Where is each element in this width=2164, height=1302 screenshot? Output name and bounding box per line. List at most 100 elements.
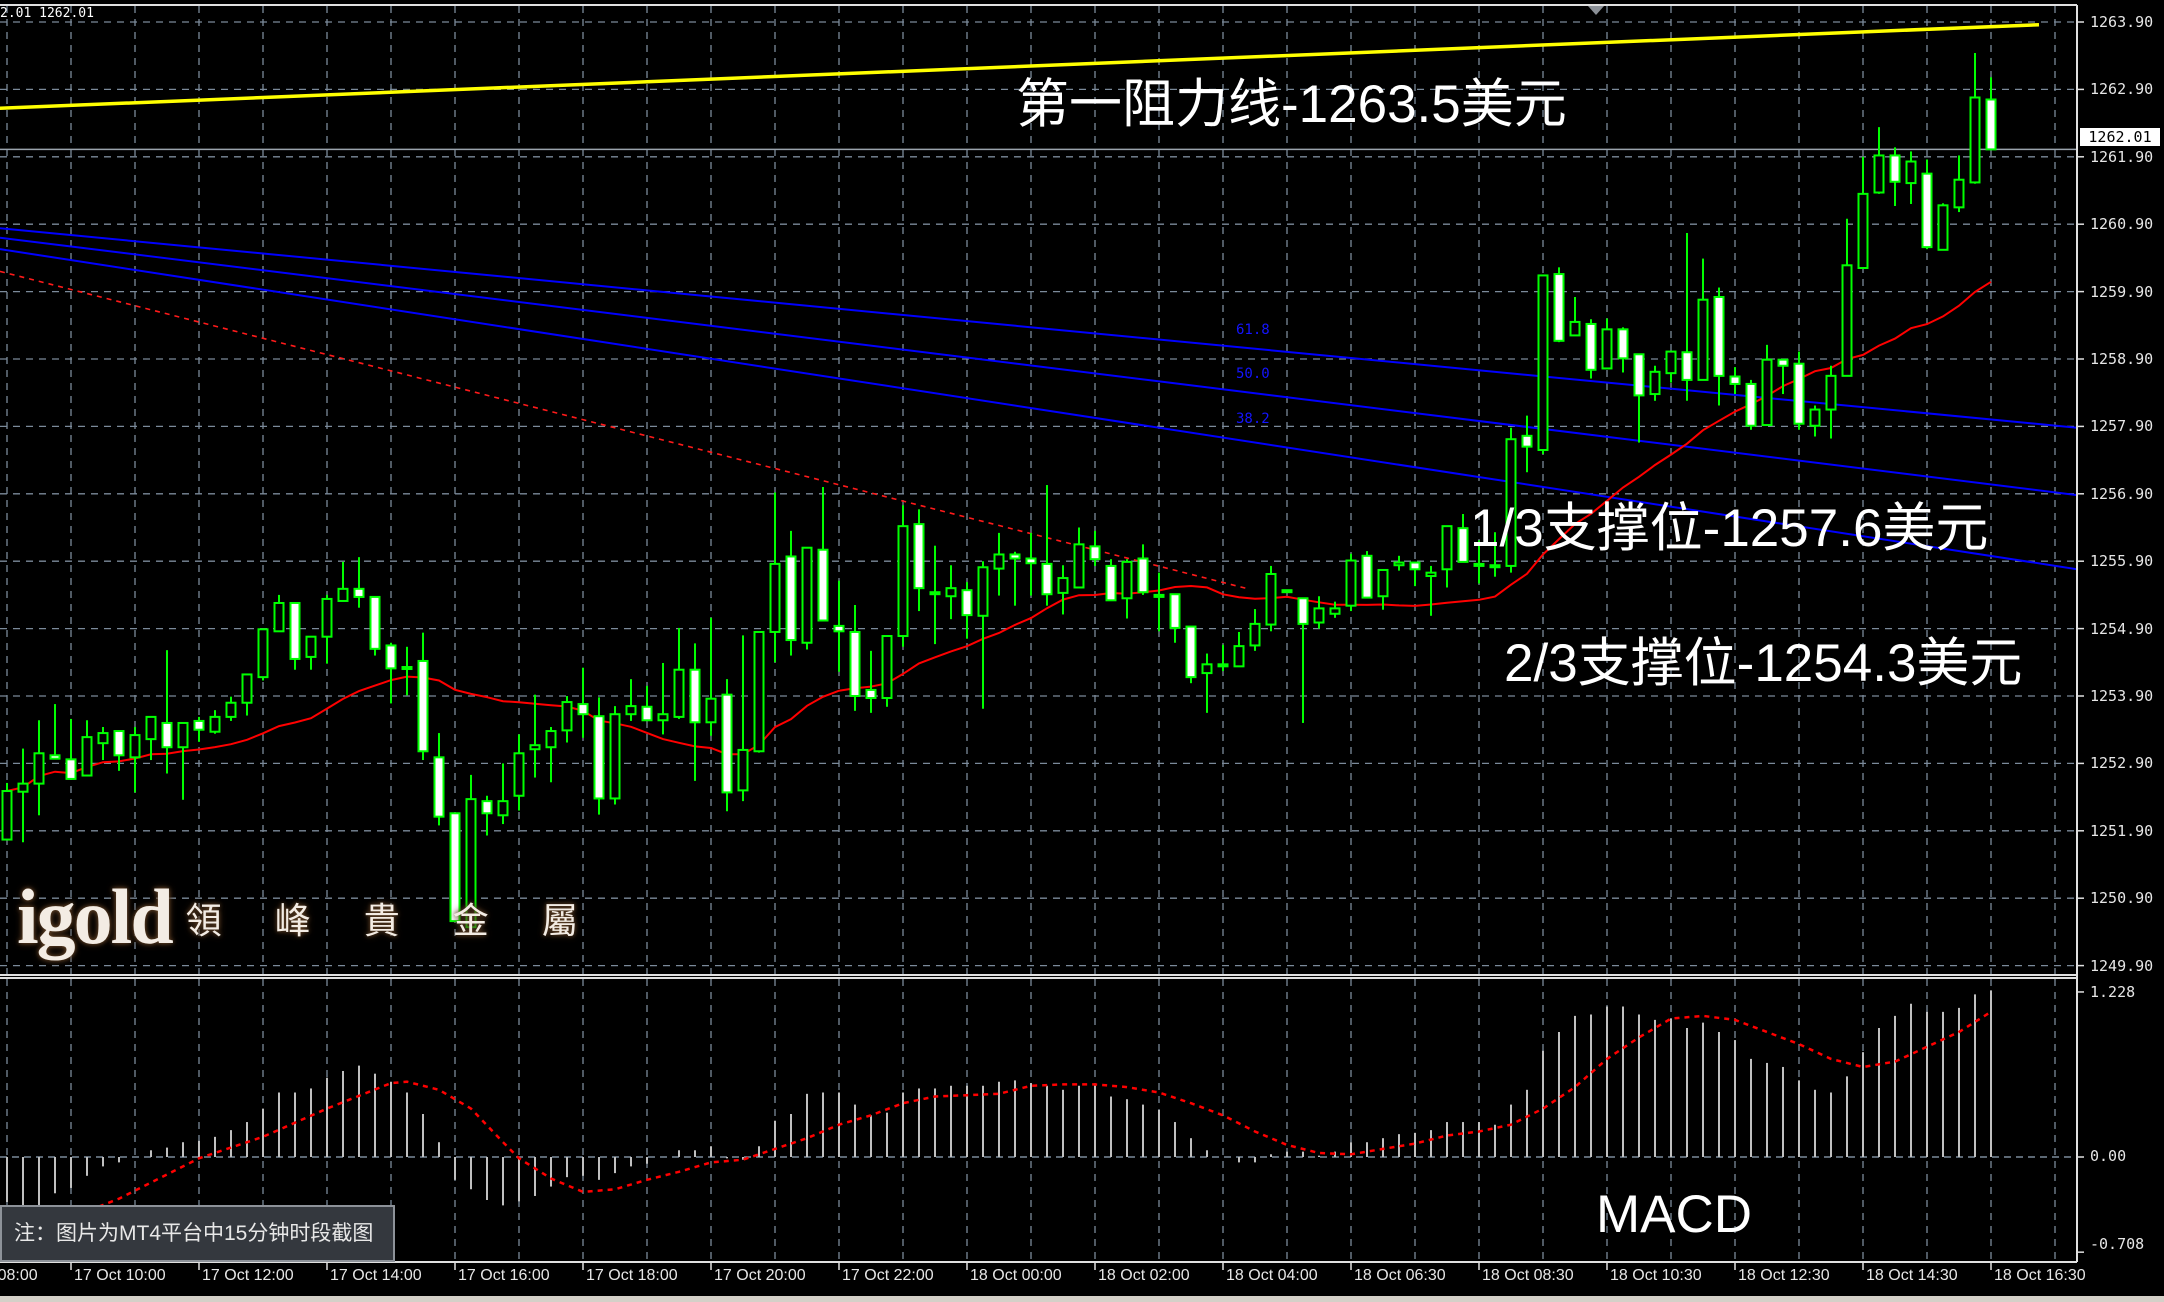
candle <box>689 643 701 781</box>
candle-body <box>225 701 237 718</box>
candle-body <box>1601 328 1613 370</box>
candle-body <box>1345 559 1357 607</box>
candle <box>1841 218 1853 377</box>
candle-body <box>1969 96 1981 184</box>
candle-body <box>1985 98 1997 151</box>
candle-body <box>1009 553 1021 560</box>
candle <box>209 710 221 734</box>
candle <box>401 646 413 696</box>
candle-body <box>1585 322 1597 371</box>
candle <box>465 774 477 929</box>
fib-line-50-0 <box>0 236 2077 497</box>
candle <box>641 685 653 722</box>
candle <box>1393 555 1405 571</box>
candle-body <box>865 688 877 700</box>
candle-body <box>1953 178 1965 209</box>
candle-body <box>1057 577 1069 594</box>
candle <box>1057 565 1069 615</box>
time-axis-label: 17 Oct 16:00 <box>458 1267 550 1284</box>
candle-body <box>1393 561 1405 567</box>
candle-body <box>897 525 909 638</box>
candle-body <box>401 666 413 671</box>
candle-body <box>113 730 125 757</box>
candle-body <box>529 744 541 751</box>
candle-body <box>1793 362 1805 425</box>
candle <box>1953 155 1965 213</box>
candle <box>17 748 29 843</box>
candle-body <box>1537 274 1549 451</box>
candle <box>1585 319 1597 379</box>
candle-body <box>593 715 605 800</box>
candle-body <box>1425 571 1437 578</box>
candle <box>817 487 829 622</box>
candle-body <box>657 713 669 722</box>
fib-level-38-2: 38.2 <box>1236 411 1270 427</box>
candle <box>1425 565 1437 616</box>
candle-body <box>913 523 925 590</box>
candle-body <box>1169 593 1181 629</box>
candle <box>33 720 45 816</box>
candle <box>49 704 61 760</box>
candle <box>1489 532 1501 577</box>
candle <box>1857 156 1869 270</box>
candle <box>1457 514 1469 563</box>
candle-body <box>545 730 557 749</box>
candle <box>81 720 93 777</box>
macd-axis-max: 1.228 <box>2090 983 2136 1001</box>
candle-body <box>1105 564 1117 602</box>
candle-body <box>1457 527 1469 563</box>
price-axis-label: 1250.90 <box>2090 889 2154 908</box>
candle <box>1921 159 1933 250</box>
candle-body <box>417 659 429 753</box>
time-axis-label: 18 Oct 08:30 <box>1482 1267 1574 1284</box>
candle <box>1409 561 1421 587</box>
candle-body <box>1441 525 1453 571</box>
candle-body <box>1569 320 1581 337</box>
price-axis-label: 1262.90 <box>2090 80 2154 99</box>
support-2-3-annotation: 2/3支撑位-1254.3美元 <box>1504 634 2023 693</box>
candle <box>1169 593 1181 643</box>
candle-body <box>577 703 589 716</box>
candle-body <box>817 548 829 622</box>
chart-shift-marker-icon[interactable] <box>1588 6 1604 15</box>
candle <box>385 642 397 704</box>
candle <box>305 635 317 670</box>
price-axis-label: 1258.90 <box>2090 350 2154 368</box>
candle <box>1681 232 1693 401</box>
candle-body <box>1249 622 1261 647</box>
candle-body <box>1681 351 1693 381</box>
candle <box>145 715 157 761</box>
candle <box>1313 596 1325 629</box>
red-dashed-trendline <box>0 270 1246 589</box>
candle-body <box>1377 568 1389 598</box>
candle <box>657 662 669 735</box>
candle-body <box>1137 557 1149 594</box>
candle-body <box>849 630 861 697</box>
candle <box>1809 405 1821 437</box>
candle-body <box>1889 154 1901 183</box>
candle-body <box>609 713 621 800</box>
candle-body <box>1313 607 1325 624</box>
candle-body <box>801 546 813 644</box>
candle-body <box>977 566 989 617</box>
price-axis-label: 1259.90 <box>2090 282 2154 301</box>
candle <box>433 733 445 826</box>
candle <box>1905 151 1917 204</box>
candle <box>737 635 749 802</box>
candle <box>1825 365 1837 439</box>
price-axis-label: 1255.90 <box>2090 552 2154 571</box>
main-panel <box>0 6 2077 974</box>
candle <box>1665 350 1677 383</box>
candle-body <box>1825 374 1837 411</box>
time-axis-label: 18 Oct 00:00 <box>970 1267 1062 1284</box>
candle <box>561 696 573 743</box>
candle <box>1985 77 1997 151</box>
macd-panel <box>0 979 2077 1262</box>
candle <box>609 706 621 805</box>
candle <box>481 795 493 836</box>
candle <box>769 492 781 663</box>
candle-body <box>1089 545 1101 561</box>
candle <box>865 650 877 713</box>
